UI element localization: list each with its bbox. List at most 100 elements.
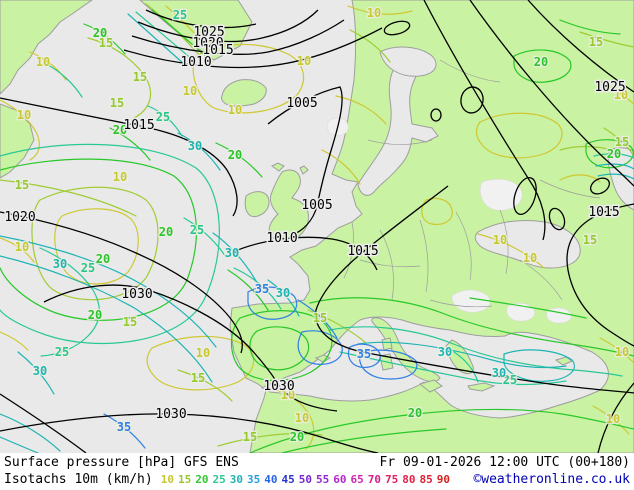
isotach-contour	[0, 255, 213, 383]
isotach-contour	[349, 29, 391, 63]
isotach-contour	[83, 23, 126, 55]
pressure-label: 1005	[301, 198, 332, 213]
balearics	[314, 354, 332, 363]
faroe	[271, 162, 285, 172]
scale-value-75: 75	[384, 473, 399, 486]
isotach-label: 10	[196, 346, 210, 360]
scale-value-70: 70	[367, 473, 381, 486]
isotach-contour	[165, 5, 211, 53]
isotach-label: 10	[606, 412, 620, 426]
isotach-contour	[595, 163, 634, 170]
isotach-label: 30	[438, 345, 452, 359]
isotach-label: 30	[492, 366, 506, 380]
copyright-link[interactable]: ©weatheronline.co.uk	[473, 472, 630, 487]
border-line	[343, 221, 354, 279]
sicily	[418, 379, 443, 393]
scale-value-85: 85	[419, 473, 433, 486]
isobar-contour	[597, 382, 634, 453]
isobar-closed-contour	[590, 177, 610, 195]
isotach-label: 25	[503, 373, 517, 387]
border-line	[367, 139, 433, 145]
pressure-label: 1005	[286, 96, 317, 111]
border-line	[499, 209, 509, 275]
isotach-label: 15	[15, 178, 29, 192]
isotach-label: 20	[408, 406, 422, 420]
isotach-contour	[297, 299, 338, 339]
scale-value-50: 50	[298, 473, 312, 486]
mediterranean-sea	[260, 316, 609, 419]
isotach-contour	[469, 297, 587, 319]
isotach-contour	[146, 335, 255, 391]
isotach-contour	[593, 153, 634, 159]
sea-overlays	[260, 46, 634, 419]
isotach-contour	[339, 351, 567, 385]
isotach-label: 15	[243, 430, 257, 444]
isotach-contour	[39, 247, 100, 357]
isotach-contour	[309, 297, 634, 357]
isobar-contour	[0, 97, 238, 217]
isotach-label: 30	[225, 246, 239, 260]
scale-value-40: 40	[264, 473, 278, 486]
isotach-label: 35	[117, 420, 131, 434]
legend-datetime: Fr 09-01-2026 12:00 UTC (00+180)	[379, 455, 630, 470]
isotach-contour	[54, 208, 139, 285]
crete	[467, 382, 496, 392]
isotach-contours	[0, 3, 634, 453]
isotach-label: 20	[159, 225, 173, 239]
isotach-contour	[307, 309, 367, 344]
border-line	[519, 259, 563, 301]
isotach-contour	[597, 79, 634, 105]
isotach-label: 20	[607, 147, 621, 161]
isotach-contour	[0, 99, 40, 161]
isotach-contour	[335, 95, 387, 125]
scale-value-55: 55	[315, 473, 330, 486]
scale-value-35: 35	[246, 473, 261, 486]
isotach-label: 25	[55, 345, 69, 359]
isotach-label: 10	[614, 88, 628, 102]
isotach-contour	[559, 174, 601, 183]
anatolia-east	[546, 307, 572, 324]
isotach-contour	[233, 267, 282, 310]
isotach-contour	[585, 139, 634, 169]
isotach-label: 20	[93, 26, 107, 40]
pressure-label: 1030	[155, 407, 186, 422]
isotach-contour	[212, 232, 257, 282]
highland-ne-blacksea	[480, 179, 523, 211]
isobar-contour	[423, 0, 546, 241]
white-sea	[379, 46, 437, 77]
isotach-contour	[249, 326, 310, 371]
isotach-label: 15	[583, 233, 597, 247]
pressure-label: 1010	[266, 231, 297, 246]
legend-isotachs-label: Isotachs 10m (km/h)	[4, 472, 153, 487]
isobar-contour	[315, 185, 634, 394]
pressure-label: 1015	[347, 244, 378, 259]
isotach-label: 10	[17, 108, 31, 122]
isobar-contour	[0, 413, 379, 453]
isotach-contour	[0, 143, 220, 344]
isotach-contour	[503, 349, 575, 382]
greenland-ne	[0, 0, 93, 95]
country-borders	[343, 59, 601, 308]
isotach-contour	[177, 132, 221, 171]
scale-value-45: 45	[281, 473, 295, 486]
isotach-label: 25	[156, 110, 170, 124]
isotach-contour	[579, 31, 634, 48]
isobar-contour	[0, 393, 87, 453]
isotach-contour	[183, 217, 227, 258]
isotach-contour	[453, 351, 479, 383]
isotach-contour	[357, 341, 567, 369]
isotach-label: 20	[534, 55, 548, 69]
corsica	[381, 337, 393, 351]
isotach-label: 15	[133, 70, 147, 84]
isobar-contour	[469, 0, 634, 187]
isotach-label: 10	[367, 6, 381, 20]
border-line	[429, 299, 493, 308]
pressure-labels: 1025102010151010100510151020103010301030…	[3, 24, 627, 424]
scale-value-60: 60	[333, 473, 347, 486]
isotach-label: 10	[297, 54, 311, 68]
iceland	[221, 79, 267, 107]
isotach-label: 15	[313, 311, 327, 325]
isotach-label: 25	[173, 8, 187, 22]
baltic-sea	[357, 51, 439, 196]
isotach-label: 15	[99, 36, 113, 50]
